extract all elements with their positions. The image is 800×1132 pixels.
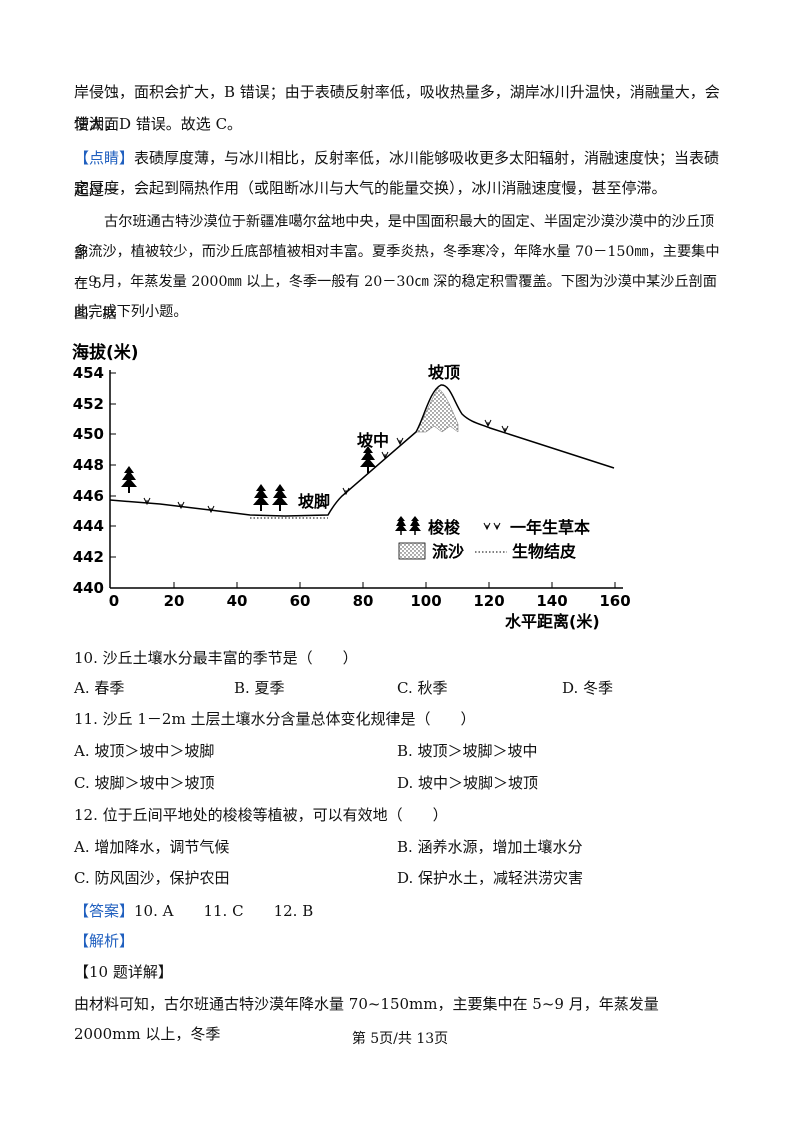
- y-axis-title: 海拔(米): [72, 342, 139, 363]
- paragraph-line: 增大，D 错误。故选 C。: [74, 115, 243, 133]
- paragraph-line: 岸侵蚀，面积会扩大，B 错误；由于表碛反射率低，吸收热量多，湖岸冰川升温快，消融…: [74, 83, 720, 133]
- question-10-option-c[interactable]: C. 秋季: [397, 679, 448, 697]
- tip-label: 【点睛】: [74, 149, 135, 167]
- analysis-label: 【解析】: [74, 932, 135, 950]
- y-ticks: 454 452 450 448 446 444 442 440: [73, 364, 116, 597]
- paragraph-line: 定厚度，会起到隔热作用（或阻断冰川与大气的能量交换），冰川消融速度慢，甚至停滞。: [74, 179, 667, 197]
- question-10-stem: 10. 沙丘土壤水分最丰富的季节是（ ）: [74, 649, 358, 667]
- x-tick-label: 140: [536, 592, 567, 610]
- material-line: 此完成下列小题。: [74, 304, 188, 320]
- question-11-stem: 11. 沙丘 1－2m 土层土壤水分含量总体变化规律是（ ）: [74, 710, 476, 728]
- question-10-option-a[interactable]: A. 春季: [74, 679, 125, 697]
- question-12-stem: 12. 位于丘间平地处的梭梭等植被，可以有效地（ ）: [74, 806, 448, 824]
- legend: 梭梭 一年生草本 流沙 生物结皮: [395, 516, 590, 561]
- question-10-option-d[interactable]: D. 冬季: [562, 679, 614, 697]
- x-tick-label: 60: [290, 592, 311, 610]
- legend-crust-label: 生物结皮: [512, 542, 576, 561]
- grass-icons: [143, 419, 509, 514]
- tree-icon: [253, 484, 269, 511]
- question-12-option-a[interactable]: A. 增加降水，调节气候: [74, 838, 230, 856]
- answer-label: 【答案】: [74, 902, 135, 920]
- question-10-option-b[interactable]: B. 夏季: [234, 679, 285, 697]
- material-line: 多流沙，植被较少，而沙丘底部植被相对丰富。夏季炎热，冬季寒冷，年降水量 70－1…: [74, 244, 720, 292]
- x-tick-label: 80: [353, 592, 374, 610]
- x-tick-label: 0: [109, 592, 119, 610]
- legend-sand-label: 流沙: [432, 542, 464, 561]
- question-11-option-d[interactable]: D. 坡中＞坡脚＞坡顶: [397, 774, 539, 792]
- question-12-option-b[interactable]: B. 涵养水源，增加土壤水分: [397, 838, 583, 856]
- question-11-option-c[interactable]: C. 坡脚＞坡中＞坡顶: [74, 774, 215, 792]
- legend-tree-icon: [395, 516, 407, 535]
- question-12-option-c[interactable]: C. 防风固沙，保护农田: [74, 869, 230, 887]
- answer-line: 【答案】10. A 11. C 12. B: [74, 896, 313, 926]
- flowing-sand-area: [415, 387, 459, 433]
- x-tick-label: 40: [227, 592, 248, 610]
- answer-text: 10. A 11. C 12. B: [134, 902, 314, 920]
- label-slope-foot: 坡脚: [298, 492, 330, 511]
- y-tick-label: 440: [73, 579, 104, 597]
- tip-text: 表碛厚度薄，与冰川相比，反射率低，冰川能够吸收更多太阳辐射，消融速度快；当表碛超…: [74, 149, 720, 199]
- analysis-line: 由材料可知，古尔班通古特沙漠年降水量 70~150mm，主要集中在 5~9 月，…: [74, 995, 659, 1043]
- x-axis-title: 水平距离(米): [505, 612, 600, 631]
- question-12-option-d[interactable]: D. 保护水土，减轻洪涝灾害: [397, 869, 584, 887]
- question-11-option-a[interactable]: A. 坡顶＞坡中＞坡脚: [74, 742, 215, 760]
- material-line: －9 月，年蒸发量 2000㎜ 以上，冬季一般有 20－30㎝ 深的稳定积雪覆盖…: [74, 274, 717, 322]
- label-slope-top: 坡顶: [428, 363, 460, 382]
- question-11-option-b[interactable]: B. 坡顶＞坡脚＞坡中: [397, 742, 538, 760]
- y-tick-label: 454: [73, 364, 104, 382]
- x-tick-label: 160: [599, 592, 630, 610]
- x-tick-label: 120: [473, 592, 504, 610]
- legend-sand-swatch: [398, 542, 426, 560]
- x-tick-label: 100: [410, 592, 441, 610]
- y-tick-label: 446: [73, 487, 104, 505]
- terrain-profile-line: [109, 384, 615, 517]
- tree-icon: [121, 466, 137, 493]
- legend-tree-icon: [409, 516, 421, 535]
- y-tick-label: 442: [73, 548, 104, 566]
- page-footer: 第 5页/共 13页: [351, 1031, 449, 1047]
- y-tick-label: 452: [73, 395, 104, 413]
- analysis-sub-label: 【10 题详解】: [74, 963, 173, 981]
- tip-paragraph: 【点睛】表碛厚度薄，与冰川相比，反射率低，冰川能够吸收更多太阳辐射，消融速度快；…: [74, 142, 726, 206]
- dune-profile-figure: 海拔(米) 454 452 450 448 446 444 442 440: [72, 342, 631, 631]
- legend-grass-label: 一年生草本: [510, 518, 590, 537]
- y-tick-label: 450: [73, 425, 104, 443]
- legend-tree-label: 梭梭: [428, 518, 461, 537]
- x-ticks: 0 20 40 60 80 100 120 140 160: [109, 582, 631, 610]
- legend-grass-icon: [483, 522, 501, 531]
- material-line: 古尔班通古特沙漠位于新疆准噶尔盆地中央，是中国面积最大的固定、半固定沙漠沙漠中的…: [74, 214, 715, 262]
- x-tick-label: 20: [164, 592, 185, 610]
- tree-icon: [360, 446, 376, 473]
- y-tick-label: 448: [73, 456, 104, 474]
- y-tick-label: 444: [73, 517, 104, 535]
- tree-icon: [272, 484, 288, 511]
- label-slope-middle: 坡中: [357, 431, 389, 450]
